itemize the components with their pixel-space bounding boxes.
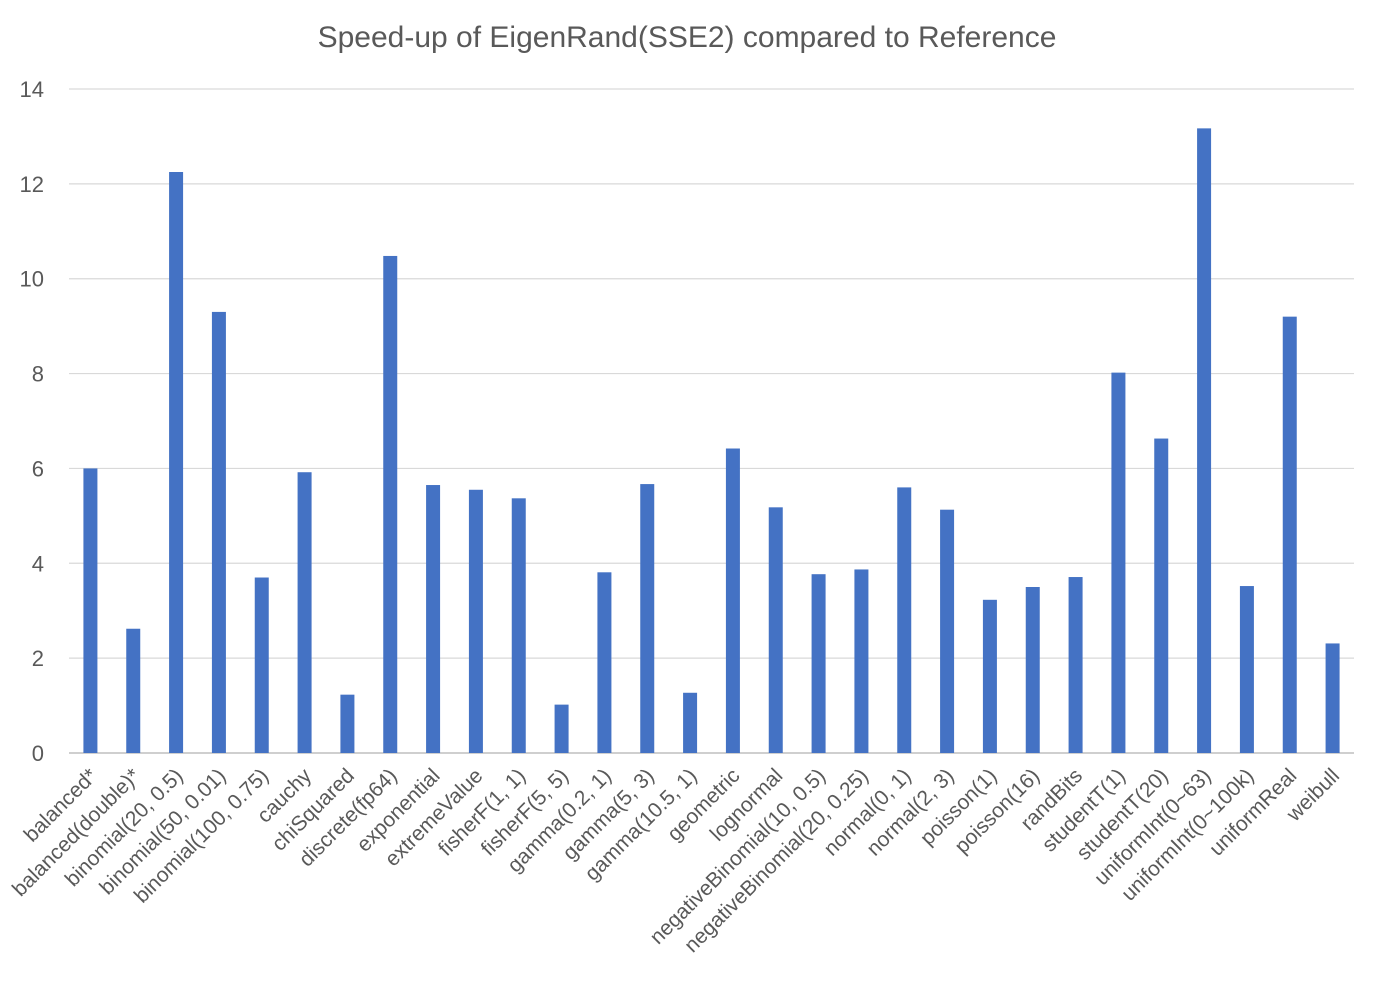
bar <box>426 485 441 753</box>
y-tick-label: 10 <box>20 267 44 292</box>
bar <box>597 572 612 753</box>
bar <box>554 704 569 753</box>
bar <box>1282 316 1297 753</box>
y-tick-label: 0 <box>32 741 44 766</box>
bar <box>468 489 483 753</box>
bar <box>982 599 997 753</box>
bar <box>1239 586 1254 753</box>
bar <box>254 577 269 753</box>
bar <box>126 628 141 753</box>
y-tick-label: 12 <box>20 172 44 197</box>
y-tick-label: 6 <box>32 456 44 481</box>
bar <box>854 569 869 753</box>
y-axis-tick-labels: 0 2 4 6 8 10 12 14 <box>20 77 44 766</box>
bar <box>297 472 312 753</box>
bar <box>640 484 655 753</box>
chart-title: Speed-up of EigenRand(SSE2) compared to … <box>318 21 1057 54</box>
bar <box>1154 438 1169 753</box>
bar <box>83 468 98 753</box>
y-tick-label: 2 <box>32 646 44 671</box>
bar <box>169 172 184 753</box>
bars <box>83 128 1340 753</box>
y-tick-label: 8 <box>32 362 44 387</box>
bar <box>1325 643 1340 753</box>
bar <box>211 311 226 753</box>
bar <box>940 509 955 753</box>
x-axis-tick-labels: balanced*balanced(double)*binomial(20, 0… <box>8 764 1344 957</box>
bar <box>1025 587 1040 753</box>
bar <box>768 507 783 753</box>
bar <box>340 694 355 753</box>
bar <box>897 487 912 753</box>
bar <box>1197 128 1212 753</box>
bar <box>383 255 398 753</box>
bar <box>1068 577 1083 753</box>
gridlines <box>69 88 1354 754</box>
bar <box>1111 372 1126 753</box>
bar <box>811 574 826 753</box>
bar <box>683 692 698 753</box>
y-tick-label: 4 <box>32 551 44 576</box>
bar <box>725 448 740 753</box>
y-tick-label: 14 <box>20 77 44 102</box>
bar <box>511 498 526 753</box>
